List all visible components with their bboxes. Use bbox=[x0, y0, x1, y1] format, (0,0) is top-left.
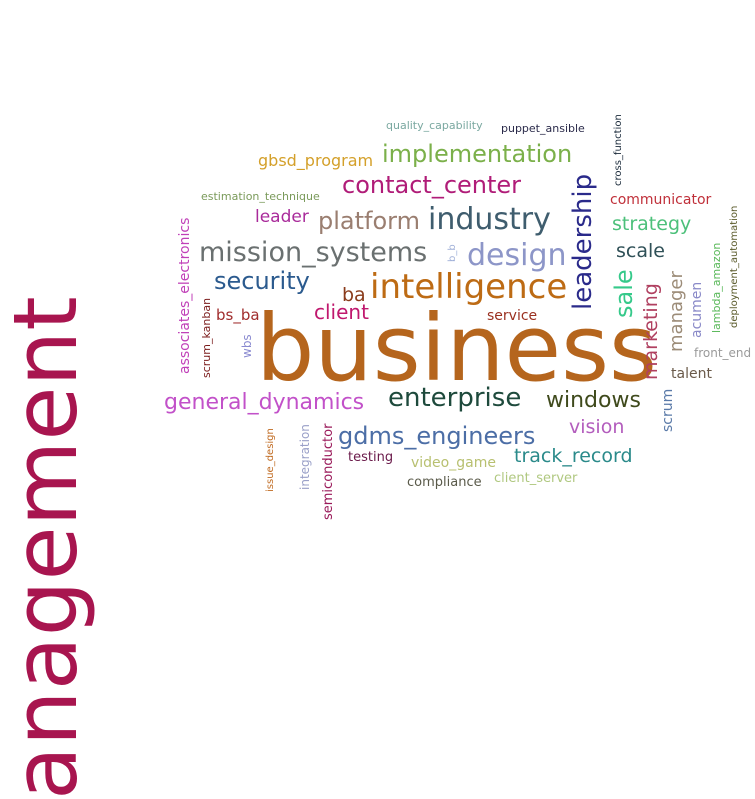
word-platform: platform bbox=[318, 207, 420, 236]
word-manager: manager bbox=[666, 271, 687, 352]
word-gbsd-program: gbsd_program bbox=[258, 150, 374, 170]
word-track-record: track_record bbox=[514, 445, 633, 468]
word-intelligence: intelligence bbox=[370, 267, 568, 308]
word-video-game: video_game bbox=[411, 454, 496, 471]
word-bs-ba: bs_ba bbox=[216, 305, 260, 324]
word-cross-function: cross_function bbox=[613, 114, 624, 186]
word-implementation: implementation bbox=[382, 140, 573, 169]
word-b-b: b_b bbox=[447, 244, 458, 262]
word-quality-capability: quality_capability bbox=[386, 118, 483, 132]
word-service: service bbox=[487, 307, 538, 324]
word-leader: leader bbox=[255, 207, 309, 228]
word-security: security bbox=[214, 267, 310, 296]
word-business: business bbox=[256, 294, 657, 402]
word-acumen: acumen bbox=[689, 281, 705, 338]
word-client-server: client_server bbox=[494, 471, 578, 487]
word-windows: windows bbox=[546, 387, 641, 413]
word-semiconductor: semiconductor bbox=[321, 423, 336, 520]
word-marketing: marketing bbox=[640, 283, 662, 380]
word-scrum: scrum bbox=[660, 388, 676, 432]
word-scale: scale bbox=[616, 240, 665, 263]
word-front-end: front_end bbox=[694, 346, 752, 361]
word-ba: ba bbox=[342, 284, 366, 307]
word-client: client bbox=[314, 299, 369, 324]
word-vision: vision bbox=[569, 416, 625, 439]
word-mission-systems: mission_systems bbox=[199, 236, 428, 268]
word-scrum-kanban: scrum_kanban bbox=[200, 297, 213, 378]
word-wbs: wbs bbox=[240, 334, 254, 358]
word-contact-center: contact_center bbox=[342, 171, 522, 200]
word-anagement: anagement bbox=[0, 296, 97, 799]
word-general-dynamics: general_dynamics bbox=[164, 389, 365, 415]
word-design: design bbox=[467, 238, 567, 274]
word-gdms-engineers: gdms_engineers bbox=[338, 422, 536, 451]
word-compliance: compliance bbox=[407, 475, 482, 491]
word-issue-design: issue_design bbox=[265, 428, 276, 492]
word-lambda-amazon: lambda_amazon bbox=[710, 242, 723, 333]
word-associates-electronics: associates_electronics bbox=[177, 217, 193, 374]
word-testing: testing bbox=[348, 450, 394, 466]
word-talent: talent bbox=[671, 365, 712, 382]
word-strategy: strategy bbox=[612, 213, 692, 236]
word-leadership: leadership bbox=[568, 173, 598, 310]
word-enterprise: enterprise bbox=[388, 382, 522, 413]
word-puppet-ansible: puppet_ansible bbox=[501, 121, 585, 135]
word-deployment-automation: deployment_automation bbox=[729, 205, 740, 328]
word-estimation-technique: estimation_technique bbox=[201, 189, 320, 203]
word-industry: industry bbox=[428, 202, 551, 238]
word-integration: integration bbox=[298, 424, 312, 490]
word-sale: sale bbox=[610, 269, 638, 318]
word-communicator: communicator bbox=[610, 191, 712, 208]
